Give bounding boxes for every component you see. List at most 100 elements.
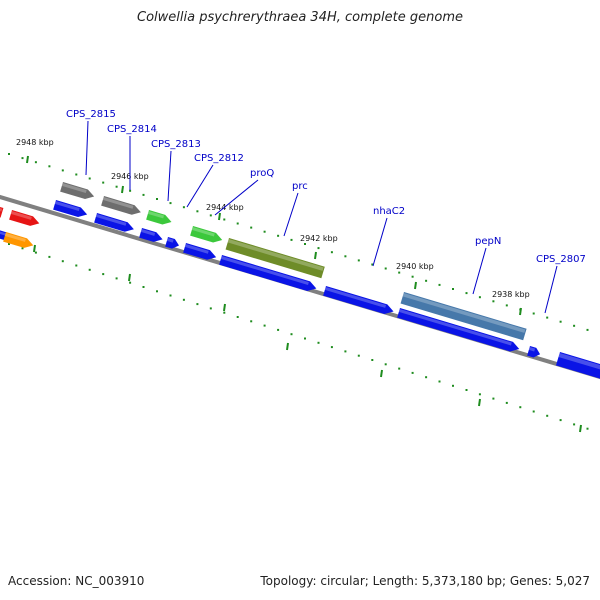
minor-tick	[129, 189, 132, 192]
minor-tick	[142, 286, 145, 288]
gene-leader-line	[372, 217, 388, 267]
minor-tick	[492, 397, 495, 400]
minor-tick	[371, 359, 374, 361]
kbp-label: 2942 kbp	[300, 234, 338, 243]
minor-tick	[21, 157, 24, 160]
minor-tick	[209, 214, 212, 217]
gene-label[interactable]: CPS_2813	[151, 139, 201, 150]
minor-tick	[61, 169, 64, 172]
minor-tick	[304, 243, 306, 245]
minor-tick	[250, 320, 253, 323]
minor-tick	[182, 206, 185, 209]
minor-tick	[115, 277, 118, 280]
minor-tick	[236, 222, 239, 225]
gene-feature-cps2814	[101, 196, 141, 215]
minor-tick	[317, 247, 320, 250]
minor-tick	[398, 271, 401, 274]
minor-tick	[277, 234, 280, 237]
major-tick	[380, 369, 383, 378]
minor-tick	[411, 275, 414, 278]
cds-arrow	[219, 255, 317, 292]
minor-tick	[330, 251, 333, 254]
kbp-label: 2948 kbp	[16, 138, 54, 147]
gene-leader-line	[544, 265, 558, 314]
major-tick	[218, 212, 221, 221]
accession-text: Accession: NC_003910	[8, 574, 145, 588]
minor-tick	[156, 198, 158, 200]
minor-tick	[196, 210, 199, 213]
minor-tick	[142, 193, 145, 196]
minor-tick	[8, 153, 10, 155]
tick-marks	[8, 153, 589, 433]
gene-label[interactable]: proQ	[250, 168, 274, 179]
minor-tick	[505, 401, 508, 404]
minor-tick	[129, 281, 132, 284]
minor-tick	[75, 173, 78, 176]
major-tick	[121, 185, 124, 194]
cds-arrow	[165, 237, 180, 249]
cds-arrow	[94, 213, 134, 232]
cds-arrow	[139, 228, 163, 242]
major-tick	[286, 342, 289, 351]
minor-tick	[75, 264, 78, 267]
minor-tick	[452, 288, 454, 290]
gene-leader-line	[283, 192, 299, 237]
kbp-label: 2940 kbp	[396, 262, 434, 271]
cds-arrow	[53, 200, 88, 218]
minor-tick	[586, 328, 589, 331]
cds-arrow	[323, 286, 394, 314]
kbp-label: 2938 kbp	[492, 290, 530, 299]
minor-tick	[330, 346, 333, 349]
minor-tick	[546, 316, 549, 319]
minor-tick	[478, 393, 481, 396]
minor-tick	[573, 324, 576, 327]
minor-tick	[546, 414, 549, 417]
minor-tick	[398, 367, 401, 370]
genome-summary: Topology: circular; Length: 5,373,180 bp…	[260, 574, 590, 588]
gene-leader-line	[472, 247, 487, 295]
minor-tick	[384, 363, 387, 366]
minor-tick	[290, 333, 293, 336]
minor-tick	[505, 304, 508, 307]
gene-label[interactable]: CPS_2814	[107, 124, 157, 135]
minor-tick	[263, 324, 266, 327]
minor-tick	[277, 328, 280, 331]
minor-tick	[223, 311, 226, 314]
gene-label[interactable]: CPS_2815	[66, 109, 116, 120]
gene-feature-red	[9, 210, 40, 226]
minor-tick	[586, 427, 589, 430]
minor-tick	[236, 316, 239, 318]
major-tick	[478, 398, 481, 407]
minor-tick	[438, 380, 441, 383]
gene-label[interactable]: pepN	[475, 236, 501, 247]
gene-feature-prc	[225, 238, 325, 279]
minor-tick	[478, 296, 481, 299]
major-tick	[33, 244, 36, 253]
gene-label[interactable]: CPS_2807	[536, 254, 586, 265]
cds-arrow	[183, 243, 217, 260]
minor-tick	[344, 255, 347, 258]
cds-arrow	[0, 228, 8, 241]
minor-tick	[209, 307, 212, 310]
minor-tick	[223, 218, 226, 221]
minor-tick	[34, 251, 37, 254]
minor-tick	[21, 247, 24, 250]
gene-label[interactable]: prc	[292, 181, 308, 192]
minor-tick	[384, 267, 387, 270]
minor-tick	[290, 238, 293, 241]
minor-tick	[438, 283, 441, 286]
gene-feature-cps2815	[60, 182, 95, 200]
gene-label[interactable]: nhaC2	[373, 206, 405, 217]
minor-tick	[102, 181, 105, 184]
major-tick	[314, 251, 317, 260]
cds-arrow	[397, 308, 520, 352]
gene-feature-red	[0, 204, 4, 218]
map-title: Colwellia psychrerythraea 34H, complete …	[137, 10, 463, 25]
minor-tick	[519, 406, 522, 409]
minor-tick	[532, 312, 535, 315]
minor-tick	[48, 255, 51, 258]
gene-feature-pepn	[400, 292, 527, 341]
cds-arrow	[527, 346, 541, 358]
gene-label[interactable]: CPS_2812	[194, 153, 244, 164]
minor-tick	[411, 371, 414, 374]
